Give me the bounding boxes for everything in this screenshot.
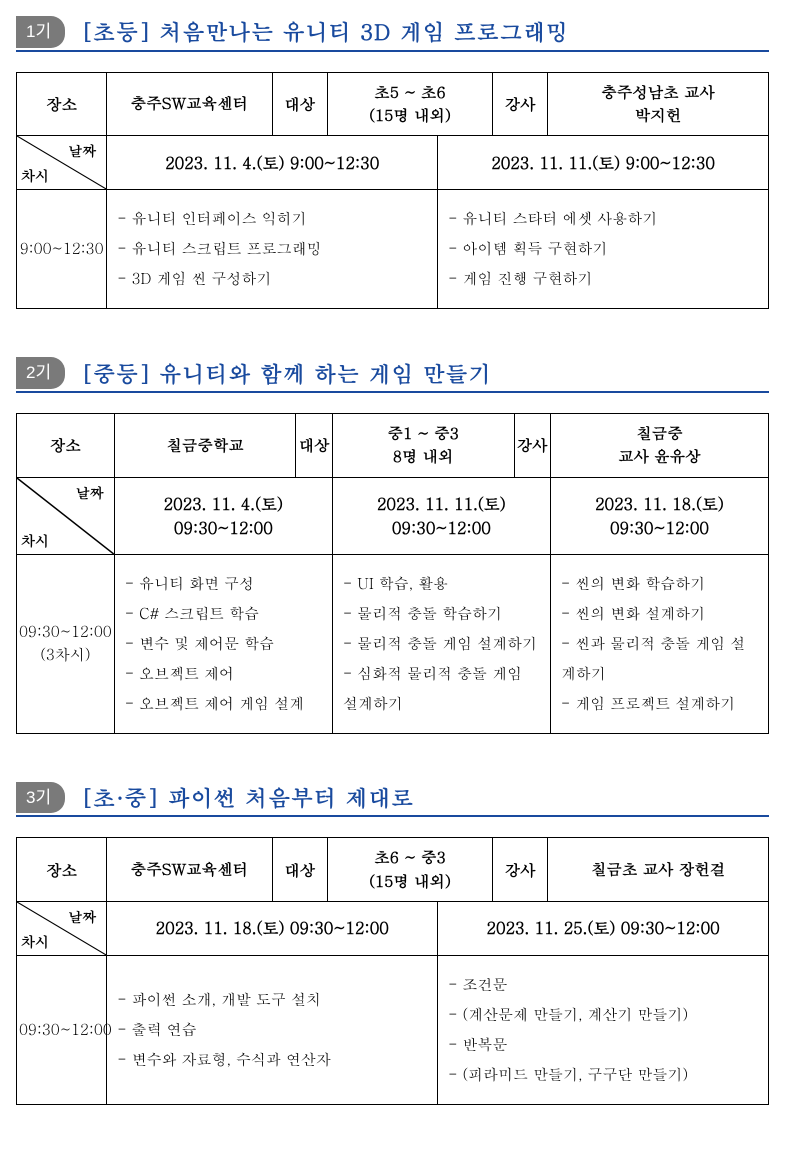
label-target: 대상 [272, 72, 327, 136]
value-target: 초5 ~ 초6 (15명 내외) [327, 72, 492, 136]
content-cell: - 파이썬 소개, 개발 도구 설치- 출력 연습- 변수와 자료형, 수식과 … [107, 955, 438, 1104]
date-header: 2023. 11. 11.(토) 9:00~12:30 [438, 136, 769, 190]
section-header: 1기 [초등] 처음만나는 유니티 3D 게임 프로그래밍 [16, 16, 769, 52]
time-cell: 9:00~12:30 [17, 190, 107, 309]
section-badge: 2기 [16, 357, 65, 389]
date-header: 2023. 11. 25.(토) 09:30~12:00 [438, 901, 769, 955]
section-title: [중등] 유니티와 함께 하는 게임 만들기 [81, 358, 492, 389]
content-cell: - 씬의 변화 학습하기- 씬의 변화 설계하기- 씬과 물리적 충돌 게임 설… [550, 554, 768, 733]
time-cell: 09:30~12:00 (3차시) [17, 554, 115, 733]
value-place: 충주SW교육센터 [107, 72, 272, 136]
course-section: 1기 [초등] 처음만나는 유니티 3D 게임 프로그래밍장소충주SW교육센터대상… [16, 16, 769, 309]
content-item: - 3D 게임 씬 구성하기 [117, 264, 427, 294]
axis-cell: 날짜차시 [17, 477, 115, 554]
content-item: - C# 스크립트 학습 [125, 599, 322, 629]
date-header: 2023. 11. 4.(토) 9:00~12:30 [107, 136, 438, 190]
axis-col-label: 날짜 [68, 140, 96, 160]
section-title: [초등] 처음만나는 유니티 3D 게임 프로그래밍 [81, 16, 569, 47]
label-teacher: 강사 [493, 838, 548, 902]
content-item: - 물리적 충돌 학습하기 [343, 599, 540, 629]
content-cell: - 조건문- (계산문제 만들기, 계산기 만들기)- 반복문- (피라미드 만… [438, 955, 769, 1104]
axis-cell: 날짜차시 [17, 136, 107, 190]
section-badge: 1기 [16, 16, 65, 48]
content-item: - 물리적 충돌 게임 설계하기 [343, 629, 540, 659]
content-cell: - 유니티 화면 구성- C# 스크립트 학습- 변수 및 제어문 학습- 오브… [114, 554, 332, 733]
axis-row-label: 차시 [21, 931, 49, 951]
label-target: 대상 [272, 838, 327, 902]
value-target: 중1 ~ 중3 8명 내외 [332, 414, 514, 478]
content-item: - 유니티 스타터 에셋 사용하기 [448, 204, 758, 234]
date-header: 2023. 11. 11.(토) 09:30~12:00 [332, 477, 550, 554]
label-teacher: 강사 [493, 72, 548, 136]
content-item: - 씬과 물리적 충돌 게임 설계하기 [561, 629, 758, 689]
axis-row-label: 차시 [21, 530, 49, 550]
value-teacher: 칠금초 교사 장헌걸 [548, 838, 769, 902]
date-header: 2023. 11. 18.(토) 09:30~12:00 [550, 477, 768, 554]
section-badge: 3기 [16, 782, 65, 814]
content-item: - (계산문제 만들기, 계산기 만들기) [448, 1000, 758, 1030]
course-table: 장소충주SW교육센터대상초6 ~ 중3 (15명 내외)강사칠금초 교사 장헌걸… [16, 837, 769, 1105]
content-item: - (피라미드 만들기, 구구단 만들기) [448, 1060, 758, 1090]
content-item: - 씬의 변화 설계하기 [561, 599, 758, 629]
content-item: - 변수와 자료형, 수식과 연산자 [117, 1045, 427, 1075]
content-item: - 유니티 화면 구성 [125, 569, 322, 599]
course-table: 장소칠금중학교대상중1 ~ 중3 8명 내외강사칠금중 교사 윤유상날짜차시20… [16, 413, 769, 734]
content-cell: - 유니티 스타터 에셋 사용하기- 아이템 획득 구현하기- 게임 진행 구현… [438, 190, 769, 309]
label-place: 장소 [17, 414, 115, 478]
axis-col-label: 날짜 [76, 482, 104, 502]
content-item: - 파이썬 소개, 개발 도구 설치 [117, 985, 427, 1015]
content-item: - 아이템 획득 구현하기 [448, 234, 758, 264]
date-header: 2023. 11. 4.(토) 09:30~12:00 [114, 477, 332, 554]
value-teacher: 충주성남초 교사 박지헌 [548, 72, 769, 136]
content-item: - 출력 연습 [117, 1015, 427, 1045]
label-place: 장소 [17, 72, 107, 136]
content-item: - 변수 및 제어문 학습 [125, 629, 322, 659]
course-section: 2기 [중등] 유니티와 함께 하는 게임 만들기장소칠금중학교대상중1 ~ 중3… [16, 357, 769, 733]
label-place: 장소 [17, 838, 107, 902]
content-item: - UI 학습, 활용 [343, 569, 540, 599]
date-header: 2023. 11. 18.(토) 09:30~12:00 [107, 901, 438, 955]
value-place: 충주SW교육센터 [107, 838, 272, 902]
content-cell: - UI 학습, 활용- 물리적 충돌 학습하기- 물리적 충돌 게임 설계하기… [332, 554, 550, 733]
content-item: - 오브젝트 제어 게임 설계 [125, 689, 322, 719]
content-item: - 오브젝트 제어 [125, 659, 322, 689]
content-item: - 게임 프로젝트 설계하기 [561, 689, 758, 719]
label-teacher: 강사 [514, 414, 550, 478]
value-place: 칠금중학교 [114, 414, 296, 478]
content-item: - 유니티 스크립트 프로그래밍 [117, 234, 427, 264]
section-header: 2기 [중등] 유니티와 함께 하는 게임 만들기 [16, 357, 769, 393]
course-section: 3기 [초·중] 파이썬 처음부터 제대로장소충주SW교육센터대상초6 ~ 중3 … [16, 782, 769, 1105]
content-item: - 게임 진행 구현하기 [448, 264, 758, 294]
axis-cell: 날짜차시 [17, 901, 107, 955]
content-item: - 씬의 변화 학습하기 [561, 569, 758, 599]
label-target: 대상 [296, 414, 332, 478]
content-item: - 심화적 물리적 충돌 게임 설계하기 [343, 659, 540, 719]
content-item: - 반복문 [448, 1030, 758, 1060]
value-target: 초6 ~ 중3 (15명 내외) [327, 838, 492, 902]
value-teacher: 칠금중 교사 윤유상 [550, 414, 768, 478]
axis-col-label: 날짜 [68, 906, 96, 926]
course-table: 장소충주SW교육센터대상초5 ~ 초6 (15명 내외)강사충주성남초 교사 박… [16, 72, 769, 310]
content-item: - 유니티 인터페이스 익히기 [117, 204, 427, 234]
content-item: - 조건문 [448, 970, 758, 1000]
axis-row-label: 차시 [21, 165, 49, 185]
time-cell: 09:30~12:00 [17, 955, 107, 1104]
section-header: 3기 [초·중] 파이썬 처음부터 제대로 [16, 782, 769, 818]
content-cell: - 유니티 인터페이스 익히기- 유니티 스크립트 프로그래밍- 3D 게임 씬… [107, 190, 438, 309]
section-title: [초·중] 파이썬 처음부터 제대로 [81, 782, 414, 813]
